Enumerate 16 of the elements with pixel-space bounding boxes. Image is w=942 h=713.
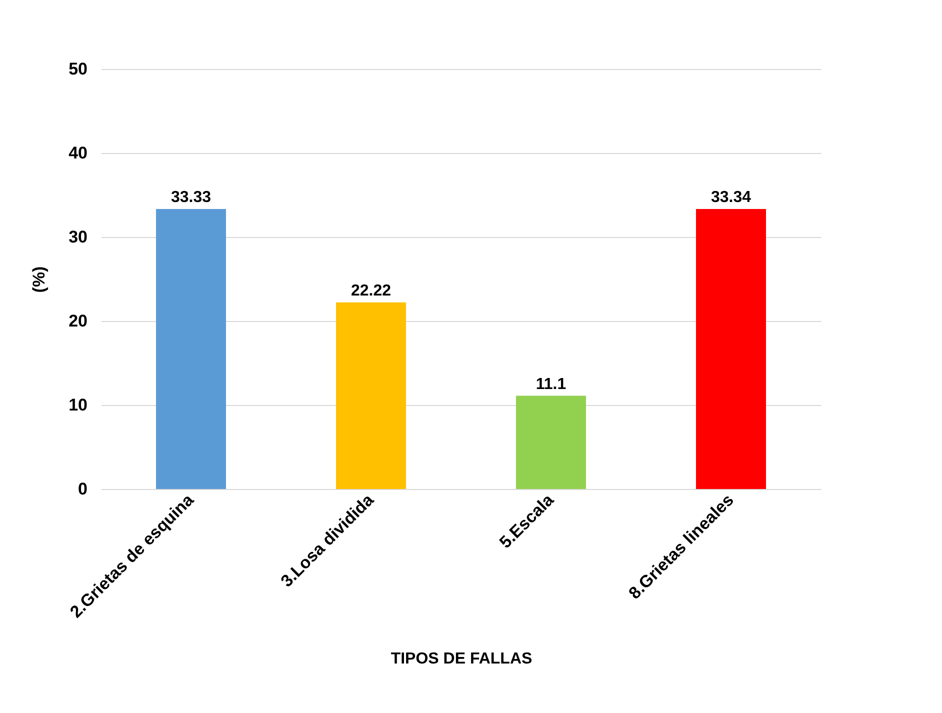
y-tick-label: 0 bbox=[78, 480, 88, 498]
data-label: 11.1 bbox=[536, 376, 566, 393]
y-tick-label: 30 bbox=[68, 228, 88, 246]
bar bbox=[336, 302, 406, 489]
data-label: 33.33 bbox=[170, 189, 212, 206]
y-tick-label: 50 bbox=[68, 60, 88, 78]
bar bbox=[516, 396, 586, 489]
y-tick-label: 10 bbox=[68, 396, 88, 414]
y-axis-title: (%) bbox=[30, 266, 49, 293]
y-tick-label: 20 bbox=[68, 312, 88, 330]
y-tick-label: 40 bbox=[68, 144, 88, 162]
data-label: 22.22 bbox=[350, 282, 392, 300]
bar bbox=[156, 209, 226, 489]
bar bbox=[696, 208, 766, 489]
x-axis-title: TIPOS DE FALLAS bbox=[390, 650, 532, 668]
data-label: 33.34 bbox=[710, 188, 752, 206]
